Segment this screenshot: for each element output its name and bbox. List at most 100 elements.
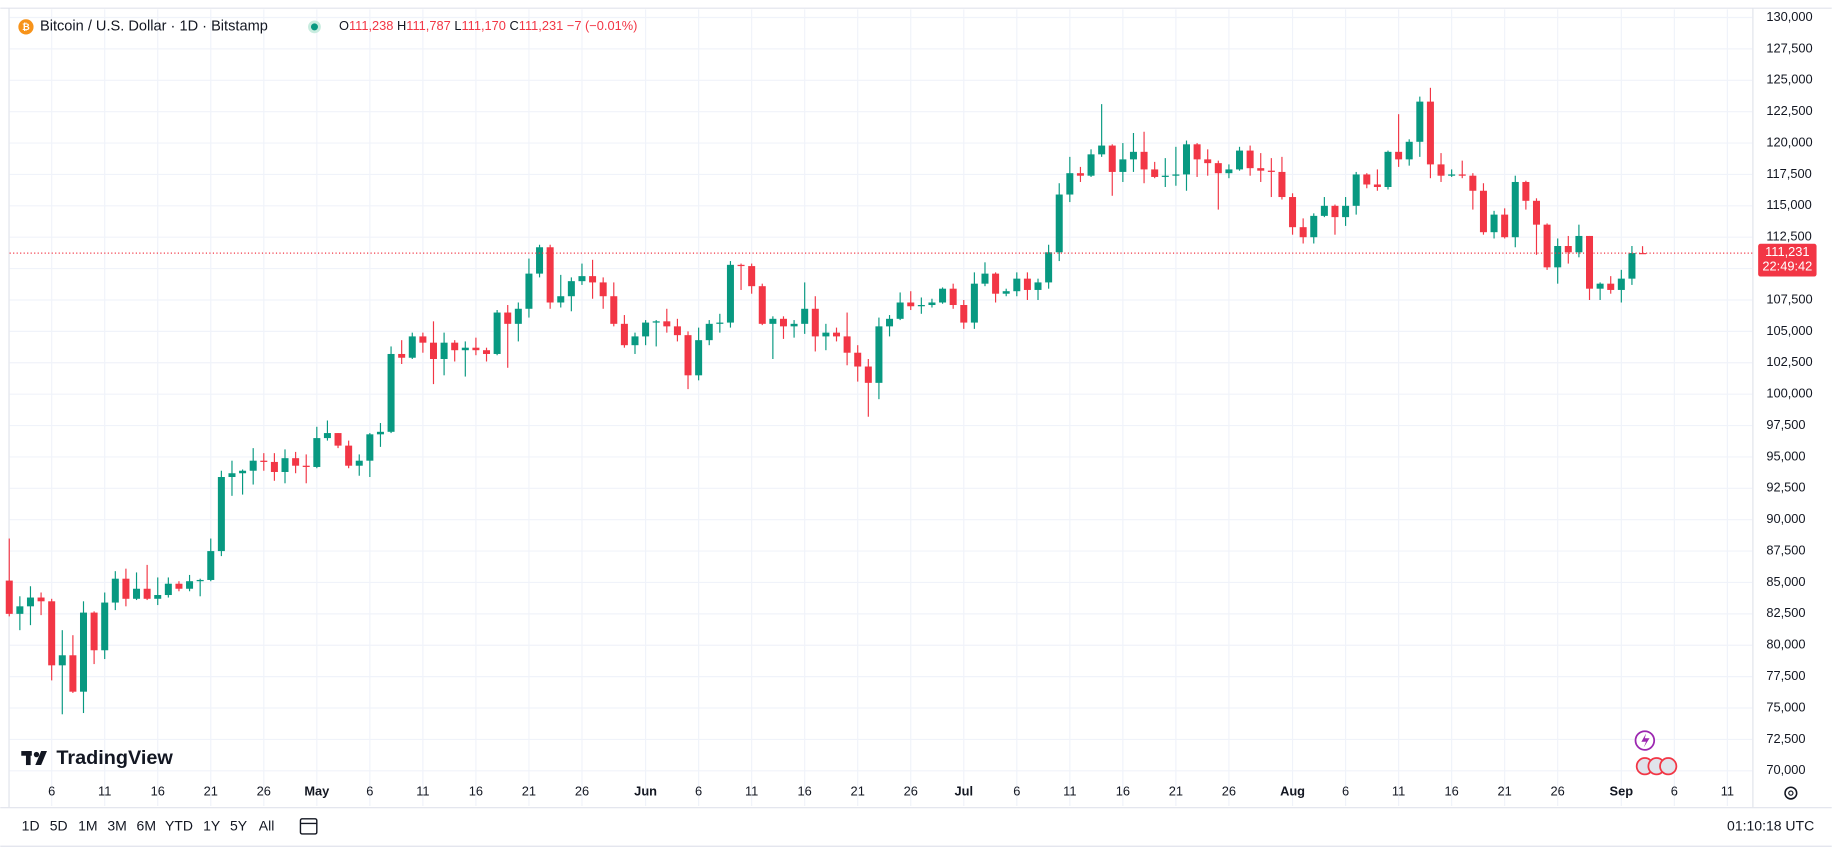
candle-body [1607,283,1615,290]
x-tick-label: 26 [575,783,589,798]
candle-body [1310,215,1318,238]
x-tick-label: Aug [1280,783,1305,798]
candle-body [1543,224,1551,268]
date-range-icon[interactable] [299,818,318,835]
candle-body [1532,200,1540,225]
y-tick-label: 82,500 [1766,605,1805,620]
candle-body [345,445,353,466]
y-tick-label: 80,000 [1766,637,1805,652]
y-tick-label: 102,500 [1766,354,1812,369]
candle-body [292,458,300,466]
candle-body [1511,181,1519,238]
x-tick-label: 21 [522,783,536,798]
candle-body [1596,283,1604,289]
brand-logo[interactable]: TradingView [21,747,173,769]
candle-body [673,326,681,336]
ohlc-letter: O [339,18,349,33]
candle-body [1331,205,1339,218]
candle-body [705,323,713,341]
candle-body [1267,170,1275,172]
candle-body [557,296,565,303]
candle-body [1564,246,1572,253]
candle-body [1575,235,1583,253]
y-tick-label: 115,000 [1766,197,1811,212]
candle-body [981,273,989,284]
candle-body [822,332,830,337]
last-price-badge [1758,243,1817,277]
candle-body [1469,175,1477,191]
flag-icon[interactable] [1659,757,1678,776]
x-tick-label: 26 [904,783,918,798]
y-tick-label: 70,000 [1766,762,1805,777]
candle-body [260,460,268,462]
candle-body [663,321,671,327]
candle-body [111,578,119,603]
clock[interactable]: 01:10:18 UTC [1727,818,1814,834]
settings-icon[interactable] [1784,786,1798,800]
range-button[interactable]: 5Y [230,818,248,834]
ohlc-value: 111,231 [519,18,563,33]
x-tick-label: 11 [745,783,758,798]
candle-body [1023,278,1031,290]
x-tick-label: 21 [851,783,865,798]
candle-body [164,583,172,596]
range-button[interactable]: 6M [137,818,156,834]
x-tick-label: 11 [1392,783,1405,798]
candle-body [90,612,98,651]
x-tick-label: May [304,783,330,798]
x-tick-label: 16 [798,783,812,798]
candle-body [461,347,469,351]
logo-part [35,751,47,766]
candle-body [1193,144,1201,160]
range-button[interactable]: 1D [22,818,40,834]
candle-body [58,655,66,666]
candle-body [960,305,968,323]
symbol-title[interactable]: Bitcoin / U.S. Dollar · 1D · Bitstamp [40,19,268,35]
candle-body [302,465,310,467]
range-button[interactable]: All [259,818,275,834]
candle-body [811,308,819,337]
candle-body [1437,164,1445,176]
candle-body [270,461,278,472]
candles [5,87,1647,715]
candle-body [1257,168,1265,171]
last-price-label: 111,231 [1765,244,1809,259]
logo-part [33,751,40,758]
x-tick-label: Jun [634,783,657,798]
candle-body [939,288,947,303]
candle-body [16,606,24,614]
candle-body [122,578,130,599]
range-button[interactable]: 3M [107,818,126,834]
x-tick-label: 26 [1222,783,1236,798]
candle-body [949,288,957,306]
range-button[interactable]: 5D [50,818,68,834]
candle-body [684,335,692,376]
candle-body [748,266,756,287]
y-tick-label: 117,500 [1766,166,1811,181]
candle-body [1236,150,1244,170]
candle-body [546,247,554,303]
candle-body [1501,214,1509,238]
candle-body [419,336,427,343]
candle-body [1034,282,1042,290]
candle-body [249,460,257,471]
candle-body [779,318,787,327]
candle-body [26,597,34,607]
candle-body [1586,235,1594,289]
x-tick-label: 6 [366,783,373,798]
ohlc-legend: O111,238 H111,787 L111,170 C111,231 −7 (… [339,18,637,33]
candle-body [832,332,841,337]
y-tick-label: 97,500 [1766,417,1805,432]
range-button[interactable]: 1M [78,818,97,834]
candle-body [133,588,141,599]
candle-body [1076,173,1084,176]
range-button[interactable]: YTD [165,818,193,834]
x-tick-label: 16 [151,783,165,798]
y-tick-label: 72,500 [1766,731,1805,746]
candle-body [1479,190,1487,233]
brand-name: TradingView [56,747,173,769]
x-tick-label: 16 [1116,783,1130,798]
range-button[interactable]: 1Y [203,818,221,834]
x-tick-label: 11 [416,783,429,798]
